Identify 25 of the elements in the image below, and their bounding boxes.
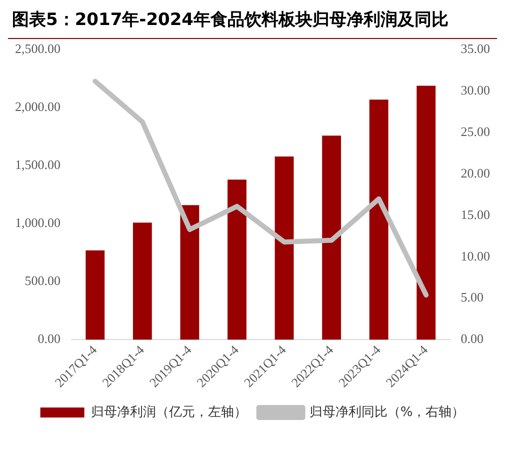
- y2-tick-label: 10.00: [460, 248, 490, 264]
- bar: [322, 136, 342, 340]
- y2-tick-label: 35.00: [460, 41, 490, 56]
- y-tick-label: 2,000.00: [15, 99, 60, 114]
- bar: [274, 156, 294, 340]
- y2-tick-label: 5.00: [460, 290, 484, 305]
- y-tick-label: 1,500.00: [15, 157, 60, 172]
- bar: [132, 222, 152, 340]
- legend-label: 归母净利同比（%，右轴）: [309, 404, 465, 420]
- y2-tick-label: 20.00: [460, 165, 490, 180]
- bar: [86, 250, 105, 340]
- y2-tick-label: 15.00: [460, 206, 490, 222]
- bar: [416, 86, 436, 340]
- chart-title: 图表5：2017年-2024年食品饮料板块归母净利润及同比: [8, 8, 497, 39]
- bar: [180, 205, 200, 340]
- y-tick-label: 2,500.00: [15, 41, 60, 56]
- y-tick-label: 0.00: [38, 331, 60, 346]
- y-tick-label: 1,000.00: [15, 215, 60, 230]
- y2-tick-label: 0.00: [460, 331, 484, 346]
- y2-tick-label: 25.00: [460, 124, 490, 140]
- y2-tick-label: 30.00: [460, 82, 490, 98]
- bar: [369, 100, 388, 340]
- legend-label: 归母净利润（亿元，左轴）: [90, 404, 247, 420]
- y-tick-label: 500.00: [24, 273, 60, 288]
- bar: [228, 180, 246, 340]
